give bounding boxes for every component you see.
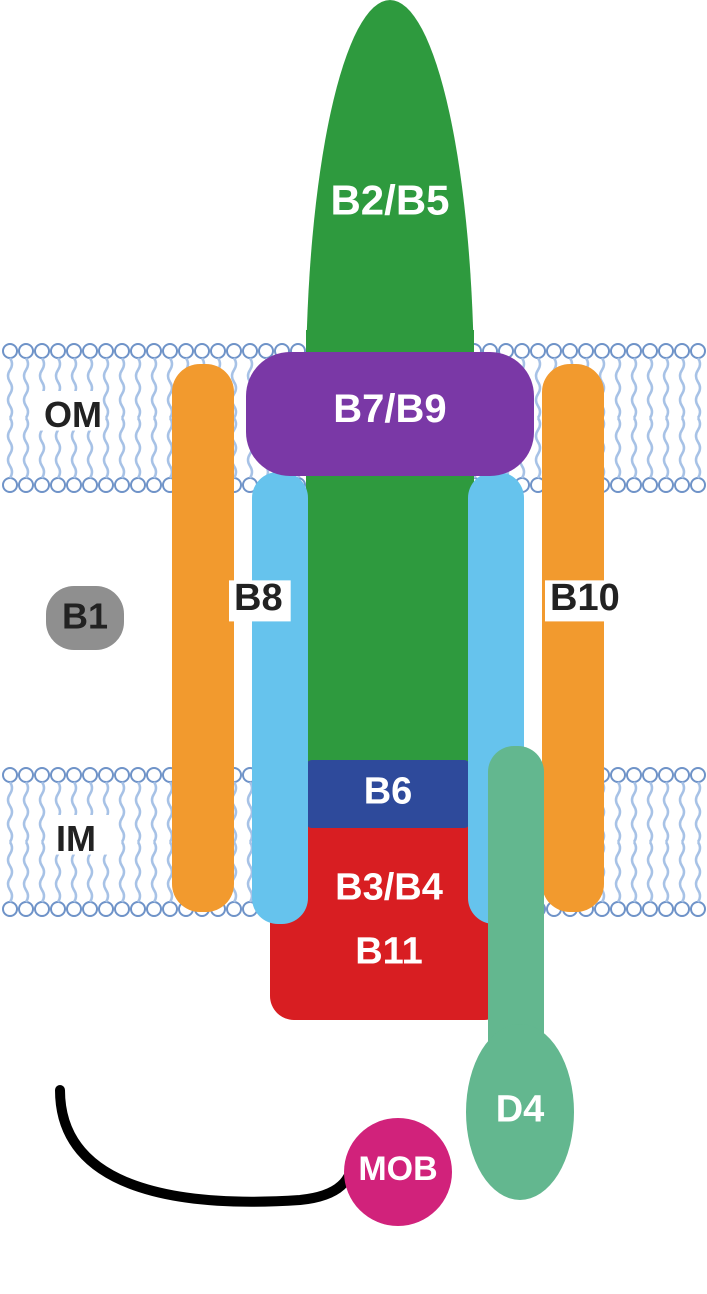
label-b6: B6 — [364, 770, 413, 812]
label-b7-b9: B7/B9 — [333, 387, 446, 431]
component-orange-right — [542, 364, 604, 912]
membrane-label: IM — [56, 818, 96, 859]
component-orange-left — [172, 364, 234, 912]
diagram-svg: OM IM B2/B5 B7/B9 B6 B3/B4 B11 B1 D4 MOB B8 B10 — [0, 0, 707, 1294]
label-b1: B1 — [62, 596, 108, 637]
label-b10: B10 — [550, 577, 620, 619]
dna-strand — [60, 1090, 354, 1202]
label-b11: B11 — [355, 930, 423, 972]
label-d4: D4 — [496, 1088, 545, 1130]
label-b2-b5: B2/B5 — [330, 177, 449, 224]
membrane-label: OM — [44, 394, 102, 435]
label-b3-b4: B3/B4 — [335, 866, 443, 908]
label-mob: MOB — [358, 1150, 437, 1188]
component-b8 — [252, 472, 308, 924]
diagram-stage: OM IM B2/B5 B7/B9 B6 B3/B4 B11 B1 D4 MOB B8 B10 — [0, 0, 707, 1294]
label-b8: B8 — [234, 577, 283, 619]
